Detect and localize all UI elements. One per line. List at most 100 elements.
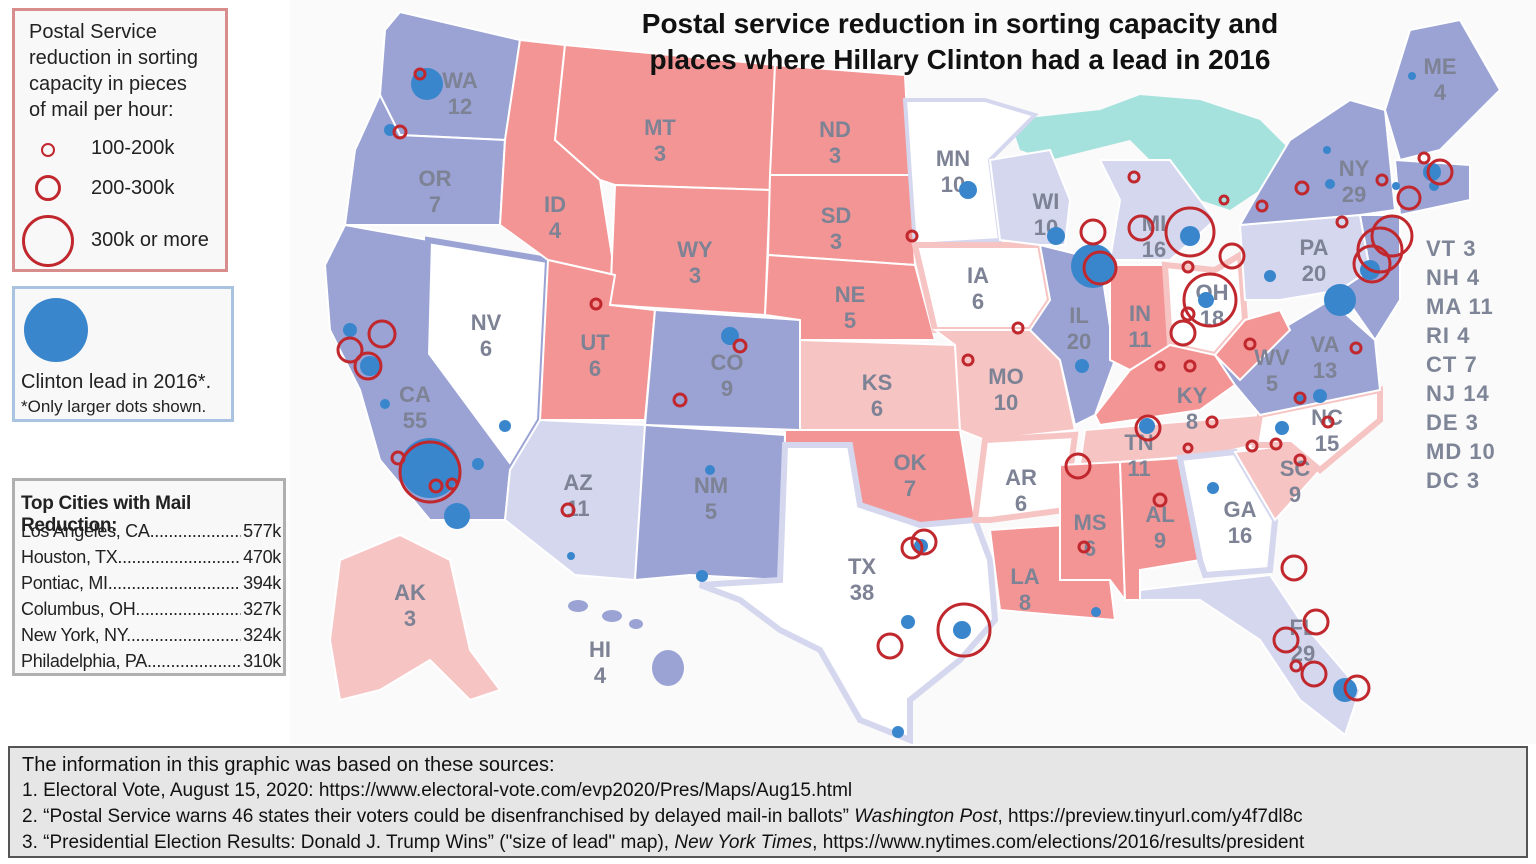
- state-hi: [568, 600, 684, 686]
- state-label-la: LA: [1010, 564, 1039, 589]
- state-label-ny: NY: [1339, 156, 1370, 181]
- city-value: 310k: [241, 651, 281, 672]
- state-label-pa: PA: [1300, 235, 1329, 260]
- source-2-url: , https://preview.tinyurl.com/y4f7dl8c: [997, 806, 1303, 827]
- title-line-1: Postal service reduction in sorting capa…: [641, 8, 1279, 39]
- medium-ring-icon: [35, 175, 61, 201]
- state-ev-ks: 6: [871, 396, 883, 421]
- top-cities-title: Top Cities with Mail Reduction:: [21, 493, 191, 536]
- state-wv: [1213, 308, 1292, 382]
- clinton-lead-label: Clinton lead in 2016*.: [21, 371, 212, 393]
- source-2-publisher: Washington Post: [854, 806, 998, 827]
- top-cities-box: Top Cities with Mail Reduction: Los Ange…: [12, 478, 286, 676]
- city-row: Houston, TX.............................…: [21, 547, 281, 568]
- small-state-entry: VT 3: [1426, 236, 1477, 261]
- state-label-ak: AK: [394, 580, 426, 605]
- state-ev-la: 8: [1019, 590, 1031, 615]
- city-row: Philadelphia, PA........................…: [21, 651, 281, 672]
- city-value: 327k: [241, 599, 281, 620]
- state-ev-ar: 6: [1015, 491, 1027, 516]
- great-lakes: [1010, 95, 1320, 210]
- city-name: Houston, TX.............................…: [21, 547, 281, 567]
- title-line-2: places where Hillary Clinton had a lead …: [649, 44, 1271, 75]
- state-ev-ca: 55: [403, 408, 427, 433]
- small-state-entry: NH 4: [1426, 265, 1481, 290]
- state-ev-va: 13: [1313, 358, 1337, 383]
- state-label-nm: NM: [694, 473, 728, 498]
- state-il: [1028, 243, 1117, 427]
- state-label-az: AZ: [563, 470, 592, 495]
- state-ev-ne: 5: [844, 308, 856, 333]
- state-ev-ga: 16: [1228, 523, 1252, 548]
- state-label-va: VA: [1311, 332, 1340, 357]
- source-3: 3. “Presidential Election Results: Donal…: [22, 832, 1304, 854]
- state-ev-ny: 29: [1342, 182, 1366, 207]
- source-3-publisher: New York Times: [674, 832, 813, 853]
- city-name: Pontiac, MI.............................…: [21, 573, 281, 593]
- state-ev-nm: 5: [705, 499, 717, 524]
- state-label-ks: KS: [862, 370, 893, 395]
- small-state-entry: DC 3: [1426, 468, 1481, 493]
- legend-mail-reduction: Postal Service reduction in sorting capa…: [12, 8, 228, 272]
- state-label-wv: WV: [1254, 345, 1290, 370]
- city-row: Pontiac, MI.............................…: [21, 573, 281, 594]
- state-ev-wy: 3: [689, 263, 701, 288]
- state-label-or: OR: [419, 166, 452, 191]
- state-ev-me: 4: [1434, 80, 1447, 105]
- source-1: 1. Electoral Vote, August 15, 2020: http…: [22, 780, 853, 801]
- state-ev-ky: 8: [1186, 409, 1198, 434]
- legend-item-medium: 200-300k: [15, 171, 231, 211]
- state-ev-mo: 10: [994, 390, 1018, 415]
- city-name: Philadelphia, PA........................…: [21, 651, 281, 671]
- state-wi: [988, 148, 1072, 246]
- sources-box: The information in this graphic was base…: [8, 746, 1528, 858]
- state-label-id: ID: [544, 192, 566, 217]
- state-label-nd: ND: [819, 117, 851, 142]
- small-state-entry: CT 7: [1426, 352, 1478, 377]
- state-ev-id: 4: [549, 218, 562, 243]
- city-row: Columbus, OH............................…: [21, 599, 281, 620]
- state-ev-wa: 12: [448, 94, 472, 119]
- state-ev-sc: 9: [1289, 482, 1301, 507]
- legend-heading-line: capacity in pieces: [29, 73, 187, 95]
- large-ring-icon: [22, 215, 74, 267]
- state-label-nv: NV: [471, 310, 502, 335]
- state-ev-il: 20: [1067, 329, 1091, 354]
- state-label-hi: HI: [589, 637, 611, 662]
- source-3-url: , https://www.nytimes.com/elections/2016…: [812, 832, 1305, 853]
- clinton-lead-note: *Only larger dots shown.: [21, 397, 207, 416]
- state-ev-nv: 6: [480, 336, 492, 361]
- legend-reduction-heading: Postal Service reduction in sorting capa…: [29, 19, 229, 123]
- state-ev-mi: 16: [1142, 237, 1166, 262]
- legend-item-label: 200-300k: [91, 177, 175, 199]
- state-label-ia: IA: [967, 263, 989, 288]
- state-label-ca: CA: [399, 382, 431, 407]
- city-value: 470k: [241, 547, 281, 568]
- source-2-title: 2. “Postal Service warns 46 states their…: [22, 806, 855, 827]
- state-label-tx: TX: [848, 554, 876, 579]
- state-label-ne: NE: [835, 282, 866, 307]
- state-label-ok: OK: [894, 450, 927, 475]
- state-ev-ak: 3: [404, 606, 416, 631]
- state-ny: [1238, 98, 1397, 227]
- small-state-entry: NJ 14: [1426, 381, 1490, 406]
- source-3-title: 3. “Presidential Election Results: Donal…: [22, 832, 675, 853]
- state-ev-nc: 15: [1315, 431, 1339, 456]
- state-ev-sd: 3: [830, 229, 842, 254]
- legend-heading-line: reduction in sorting: [29, 47, 198, 69]
- state-ev-hi: 4: [594, 663, 607, 688]
- map-title: Postal service reduction in sorting capa…: [560, 6, 1360, 78]
- state-label-ga: GA: [1224, 497, 1257, 522]
- legend-item-small: 100-200k: [15, 135, 231, 175]
- state-label-ky: KY: [1177, 383, 1208, 408]
- legend-item-label: 100-200k: [91, 137, 175, 159]
- legend-item-label: 300k or more: [91, 229, 209, 251]
- city-value: 324k: [241, 625, 281, 646]
- state-label-sd: SD: [821, 203, 852, 228]
- state-tx: [698, 442, 999, 745]
- state-ev-ok: 7: [904, 476, 916, 501]
- state-ev-tn: 11: [1127, 456, 1150, 481]
- legend-item-large: 300k or more: [15, 213, 231, 267]
- sources-intro: The information in this graphic was base…: [22, 754, 555, 776]
